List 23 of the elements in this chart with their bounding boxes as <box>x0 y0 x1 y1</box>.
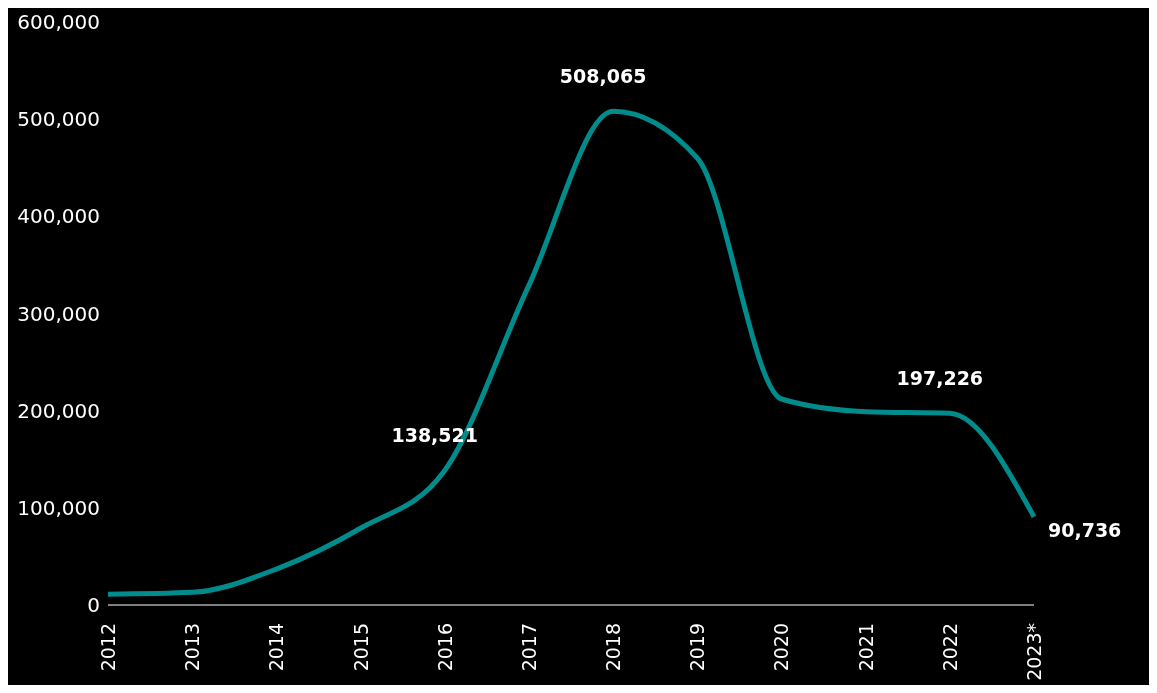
x-tick-label: 2014 <box>265 623 288 672</box>
y-tick-label: 300,000 <box>17 301 100 326</box>
y-tick-label: 600,000 <box>17 10 100 35</box>
y-tick-label: 0 <box>87 593 100 618</box>
x-tick-label: 2013 <box>181 623 204 672</box>
y-tick-label: 100,000 <box>17 495 100 520</box>
data-label: 90,736 <box>1048 518 1122 541</box>
y-tick-label: 200,000 <box>17 398 100 423</box>
x-tick-label: 2020 <box>770 623 793 672</box>
y-tick-label: 400,000 <box>17 204 100 229</box>
y-tick-label: 500,000 <box>17 107 100 132</box>
x-tick-label: 2018 <box>602 623 625 672</box>
x-tick-label: 2022 <box>938 623 961 672</box>
x-tick-label: 2023* <box>1023 623 1045 681</box>
data-label: 508,065 <box>559 65 647 88</box>
x-tick-label: 2019 <box>686 623 709 672</box>
x-tick-label: 2016 <box>433 623 456 672</box>
data-label: 197,226 <box>896 367 984 390</box>
x-tick-label: 2015 <box>349 623 372 672</box>
x-tick-label: 2012 <box>97 623 119 672</box>
data-label: 138,521 <box>391 424 478 447</box>
x-tick-label: 2017 <box>517 623 540 672</box>
x-tick-label: 2021 <box>854 623 877 672</box>
